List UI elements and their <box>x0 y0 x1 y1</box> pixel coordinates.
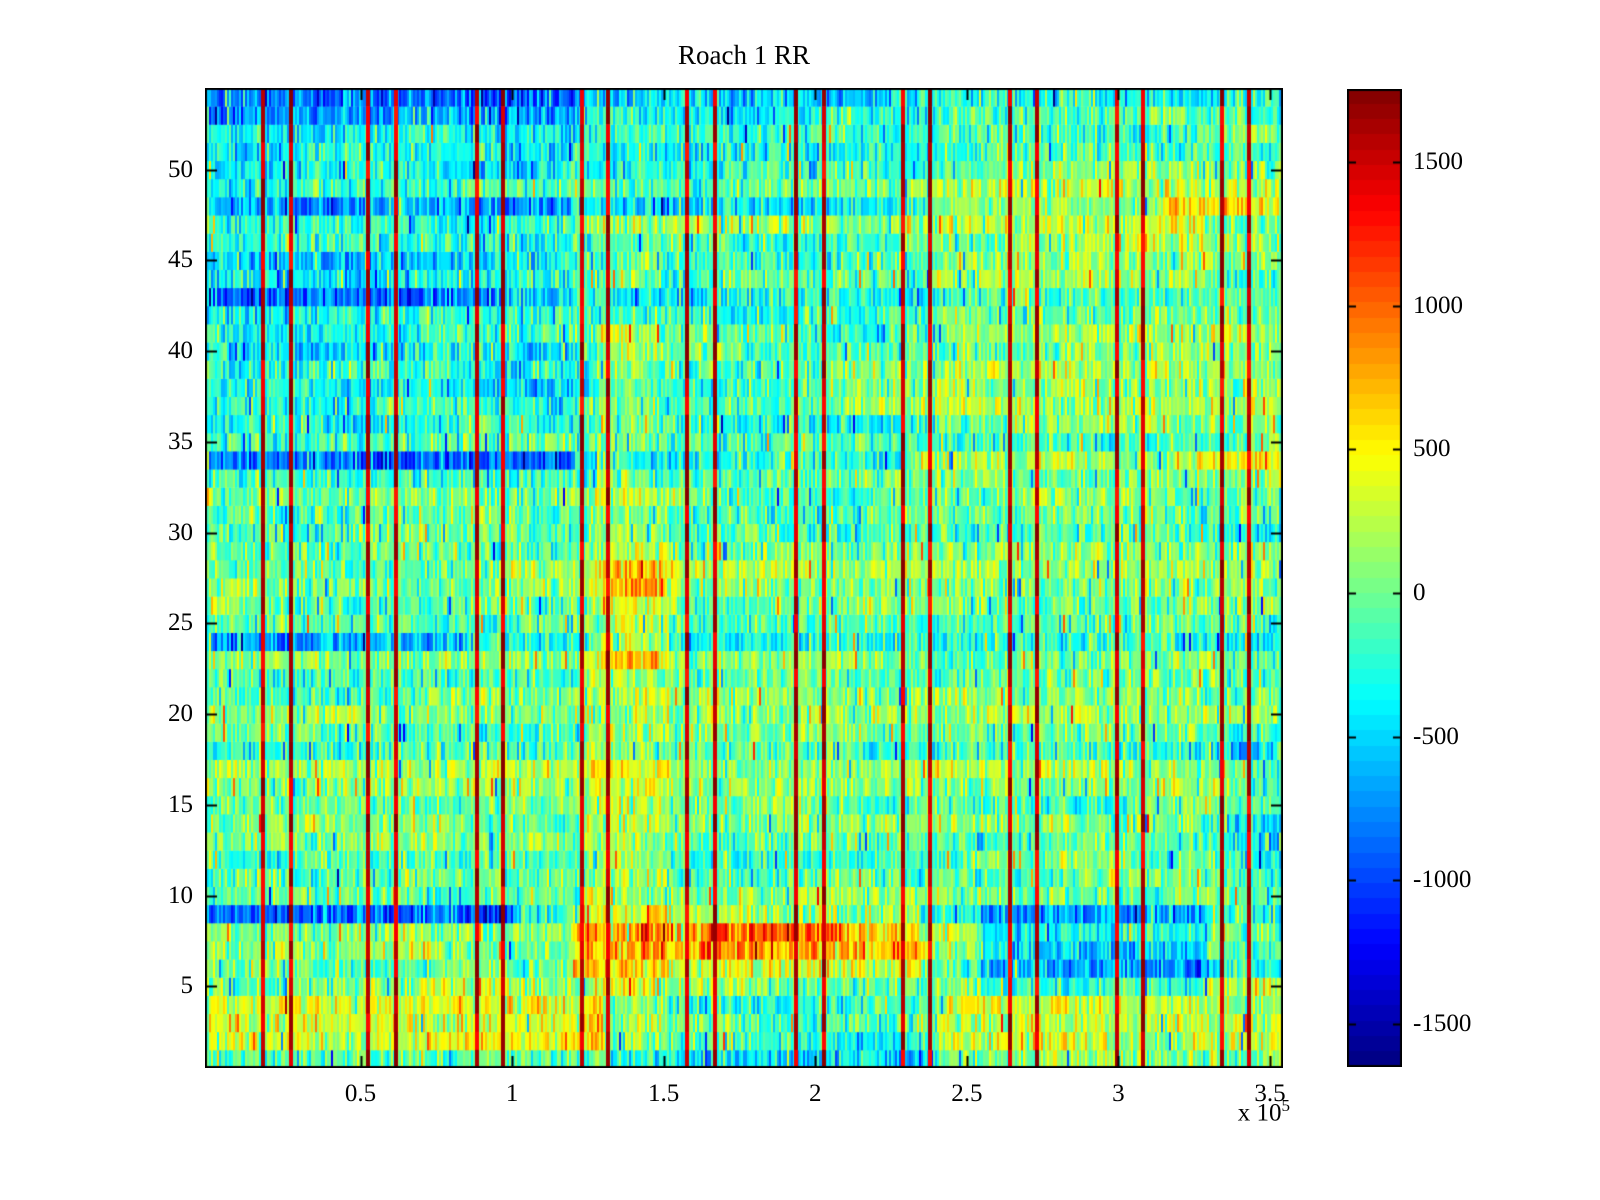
colorbar <box>1347 89 1402 1067</box>
x-tick-label: 2.5 <box>951 1080 983 1107</box>
chart-title: Roach 1 RR <box>678 40 810 70</box>
x-tick-label: 1.5 <box>648 1080 680 1107</box>
x-tick-label: 1 <box>505 1080 519 1107</box>
y-tick-label: 20 <box>168 700 193 728</box>
colorbar-tick-label: 1000 <box>1413 291 1463 319</box>
colorbar-tick-label: 0 <box>1413 579 1426 607</box>
heatmap-plot-area <box>205 88 1283 1068</box>
x-tick-label: 0.5 <box>344 1080 377 1107</box>
y-tick-label: 50 <box>168 155 193 183</box>
colorbar-tick-label: -1000 <box>1413 866 1472 894</box>
x-axis-multiplier-label: x 105 <box>1160 1096 1290 1127</box>
y-tick-label: 45 <box>168 246 193 274</box>
colorbar-tick-label: -1500 <box>1413 1009 1472 1037</box>
x-multiplier-exponent: 5 <box>1281 1096 1291 1115</box>
y-tick-label: 25 <box>168 609 193 637</box>
colorbar-tick-label: -500 <box>1413 722 1459 750</box>
y-tick-label: 5 <box>180 972 194 1000</box>
colorbar-tick-label: 1500 <box>1413 148 1463 176</box>
colorbar-tick-label: 500 <box>1413 435 1451 463</box>
x-tick-label: 3 <box>1112 1080 1125 1107</box>
x-multiplier-base: x 10 <box>1237 1099 1282 1127</box>
y-tick-label: 35 <box>168 427 193 455</box>
y-tick-label: 30 <box>168 518 193 546</box>
x-tick-label: 2 <box>808 1080 822 1107</box>
x-tick-label: 3.5 <box>1254 1080 1286 1107</box>
y-tick-label: 15 <box>168 790 193 818</box>
y-tick-label: 40 <box>168 337 193 365</box>
y-tick-label: 10 <box>168 881 193 909</box>
